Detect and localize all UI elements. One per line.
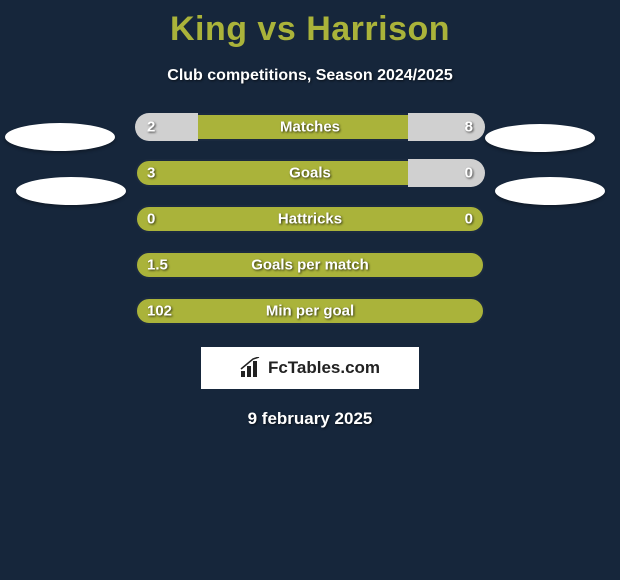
stat-label: Min per goal xyxy=(266,303,354,320)
stat-label: Goals xyxy=(289,165,331,182)
player-photo-placeholder xyxy=(16,177,126,205)
stat-row: 1.5 Goals per match xyxy=(135,251,485,279)
player-photo-placeholder xyxy=(5,123,115,151)
stat-label: Goals per match xyxy=(251,257,369,274)
stat-value-right: 8 xyxy=(465,119,473,136)
stat-row: 2 8 Matches xyxy=(135,113,485,141)
date-text: 9 february 2025 xyxy=(0,409,620,429)
bar-chart-icon xyxy=(240,357,264,379)
brand-text: FcTables.com xyxy=(268,358,380,378)
brand-badge: FcTables.com xyxy=(201,347,419,389)
player-photo-placeholder xyxy=(495,177,605,205)
stat-value-left: 3 xyxy=(147,165,155,182)
stat-fill-right xyxy=(408,159,485,187)
player-photo-placeholder xyxy=(485,124,595,152)
subtitle: Club competitions, Season 2024/2025 xyxy=(0,67,620,85)
stat-value-left: 2 xyxy=(147,119,155,136)
stat-value-left: 1.5 xyxy=(147,257,168,274)
page-title: King vs Harrison xyxy=(0,0,620,49)
stat-value-right: 0 xyxy=(465,211,473,228)
stat-value-right: 0 xyxy=(465,165,473,182)
stat-value-left: 0 xyxy=(147,211,155,228)
stat-row: 3 0 Goals xyxy=(135,159,485,187)
stat-fill-left xyxy=(135,113,198,141)
stat-label: Hattricks xyxy=(278,211,342,228)
stat-row: 102 Min per goal xyxy=(135,297,485,325)
stat-fill-right xyxy=(408,113,485,141)
stat-value-left: 102 xyxy=(147,303,172,320)
stat-label: Matches xyxy=(280,119,340,136)
stat-row: 0 0 Hattricks xyxy=(135,205,485,233)
